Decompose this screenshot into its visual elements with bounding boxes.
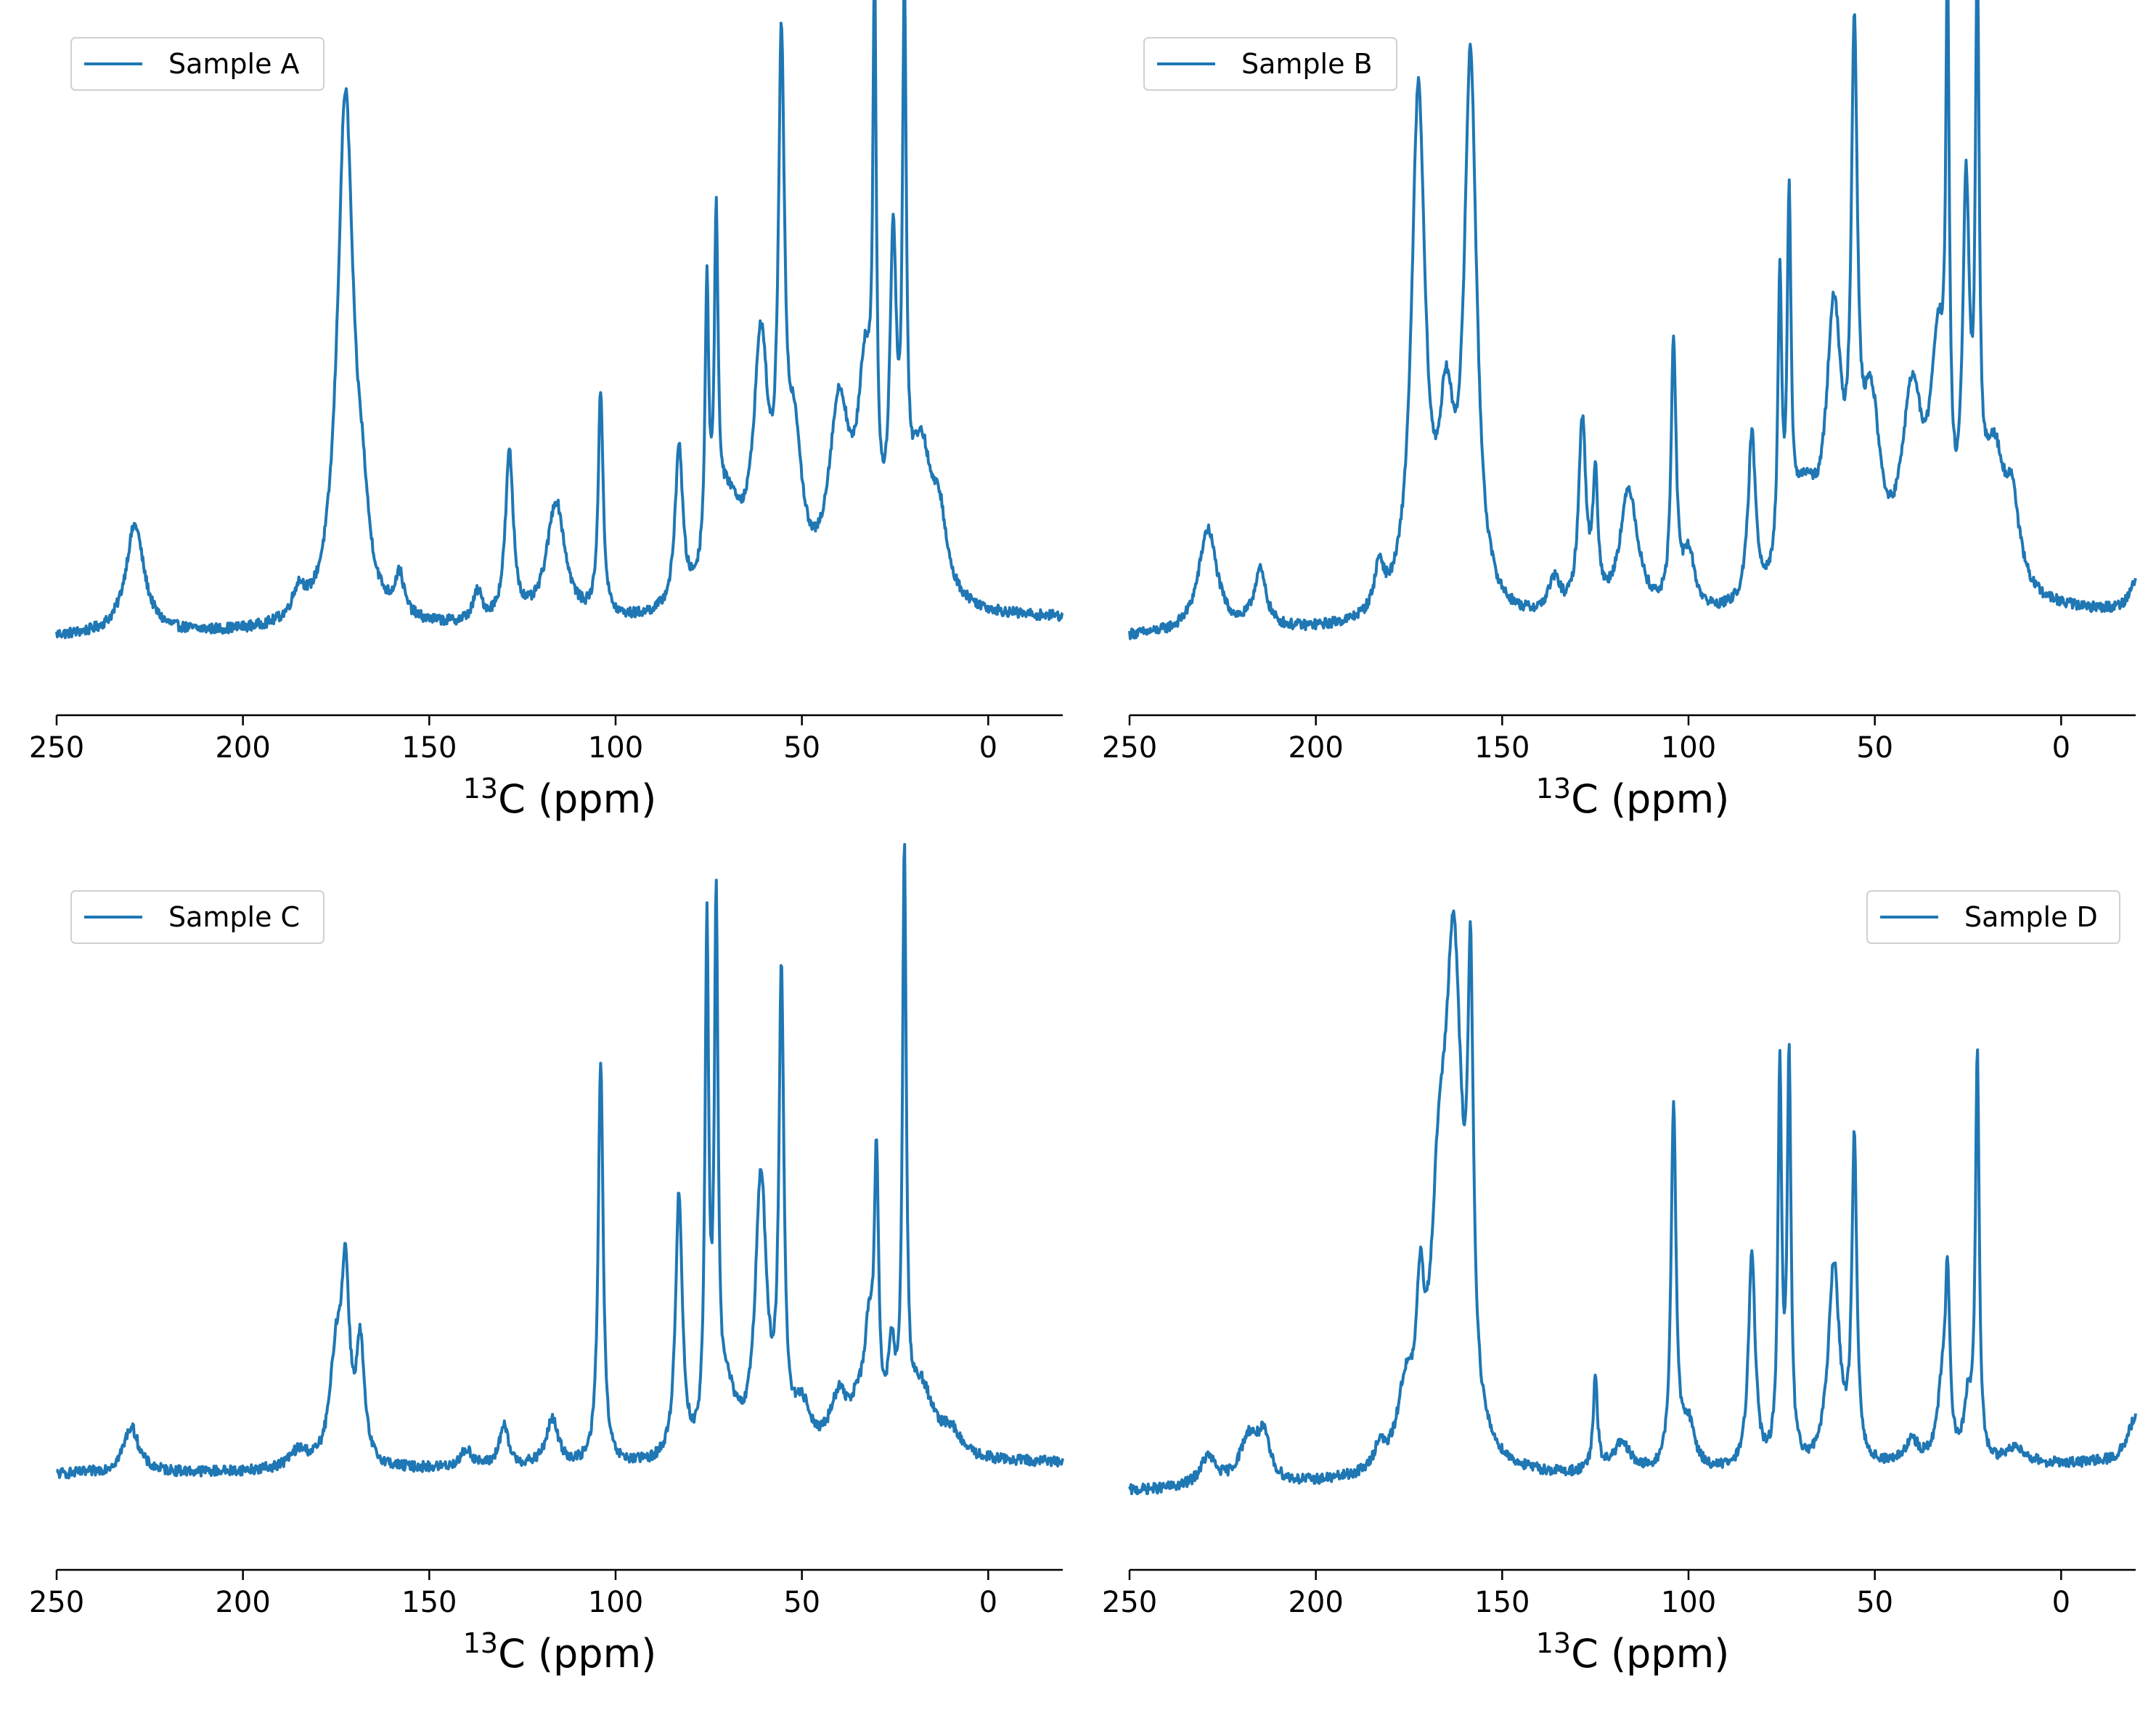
x-tick-label: 250 xyxy=(29,731,84,765)
x-tick-label: 200 xyxy=(215,1586,270,1619)
x-axis-label-superscript: 13 xyxy=(463,1627,498,1659)
x-tick-label: 0 xyxy=(2052,731,2070,765)
x-axis-label: 13C (ppm) xyxy=(1536,773,1730,822)
legend: Sample D xyxy=(1866,890,2120,944)
x-tick-label: 50 xyxy=(783,731,820,765)
x-axis-label-text: C (ppm) xyxy=(498,776,656,822)
x-tick-label: 250 xyxy=(1102,731,1157,765)
x-tick-label: 0 xyxy=(979,1586,997,1619)
x-tick-label: 0 xyxy=(979,731,997,765)
series-line-sample-a xyxy=(55,0,1064,640)
legend-box xyxy=(70,37,324,91)
legend: Sample A xyxy=(70,37,324,91)
legend-label: Sample C xyxy=(168,901,300,933)
chart-panel-2: 250 200 150 100 50 0 13C (ppm) Sample B xyxy=(1102,0,2137,822)
legend-box xyxy=(1866,890,2120,944)
x-axis-label-text: C (ppm) xyxy=(1571,776,1729,822)
x-tick-label: 100 xyxy=(1661,731,1716,765)
x-tick-label: 200 xyxy=(1288,731,1343,765)
x-tick-label: 200 xyxy=(1288,1586,1343,1619)
legend-label: Sample B xyxy=(1241,48,1373,80)
x-tick-label: 150 xyxy=(401,1586,457,1619)
x-tick-label: 100 xyxy=(588,1586,643,1619)
x-axis-label-text: C (ppm) xyxy=(1571,1631,1729,1677)
x-tick-label: 150 xyxy=(401,731,457,765)
x-tick-label: 0 xyxy=(2052,1586,2070,1619)
x-axis-label-text: C (ppm) xyxy=(498,1631,656,1677)
legend: Sample C xyxy=(70,890,324,944)
legend-label: Sample A xyxy=(168,48,300,80)
chart-panel-4: 250 200 150 100 50 0 13C (ppm) Sample D xyxy=(1102,890,2137,1677)
legend-box xyxy=(1143,37,1397,91)
x-tick-label: 50 xyxy=(1856,731,1893,765)
x-tick-label: 100 xyxy=(588,731,643,765)
x-tick-label: 50 xyxy=(1856,1586,1893,1619)
chart-panel-1: 250 200 150 100 50 0 13C (ppm) Sample A xyxy=(29,0,1064,822)
x-tick-label: 100 xyxy=(1661,1586,1716,1619)
x-axis-label: 13C (ppm) xyxy=(1536,1627,1730,1677)
x-tick-label: 250 xyxy=(29,1586,84,1619)
legend: Sample B xyxy=(1143,37,1397,91)
chart-panel-3: 250 200 150 100 50 0 13C (ppm) Sample C xyxy=(29,843,1064,1677)
series-line-sample-d xyxy=(1128,909,2137,1496)
x-axis-label: 13C (ppm) xyxy=(463,1627,657,1677)
x-tick-label: 200 xyxy=(215,731,270,765)
series-line-sample-b xyxy=(1128,0,2137,640)
x-tick-label: 50 xyxy=(783,1586,820,1619)
x-axis-label-superscript: 13 xyxy=(463,773,498,805)
x-axis-label: 13C (ppm) xyxy=(463,773,657,822)
legend-label: Sample D xyxy=(1964,901,2098,933)
x-axis-label-superscript: 13 xyxy=(1536,773,1571,805)
x-tick-label: 250 xyxy=(1102,1586,1157,1619)
x-tick-label: 150 xyxy=(1474,731,1530,765)
x-tick-label: 150 xyxy=(1474,1586,1530,1619)
series-line-sample-c xyxy=(56,843,1064,1480)
legend-box xyxy=(70,890,324,944)
x-axis-label-superscript: 13 xyxy=(1536,1627,1571,1659)
